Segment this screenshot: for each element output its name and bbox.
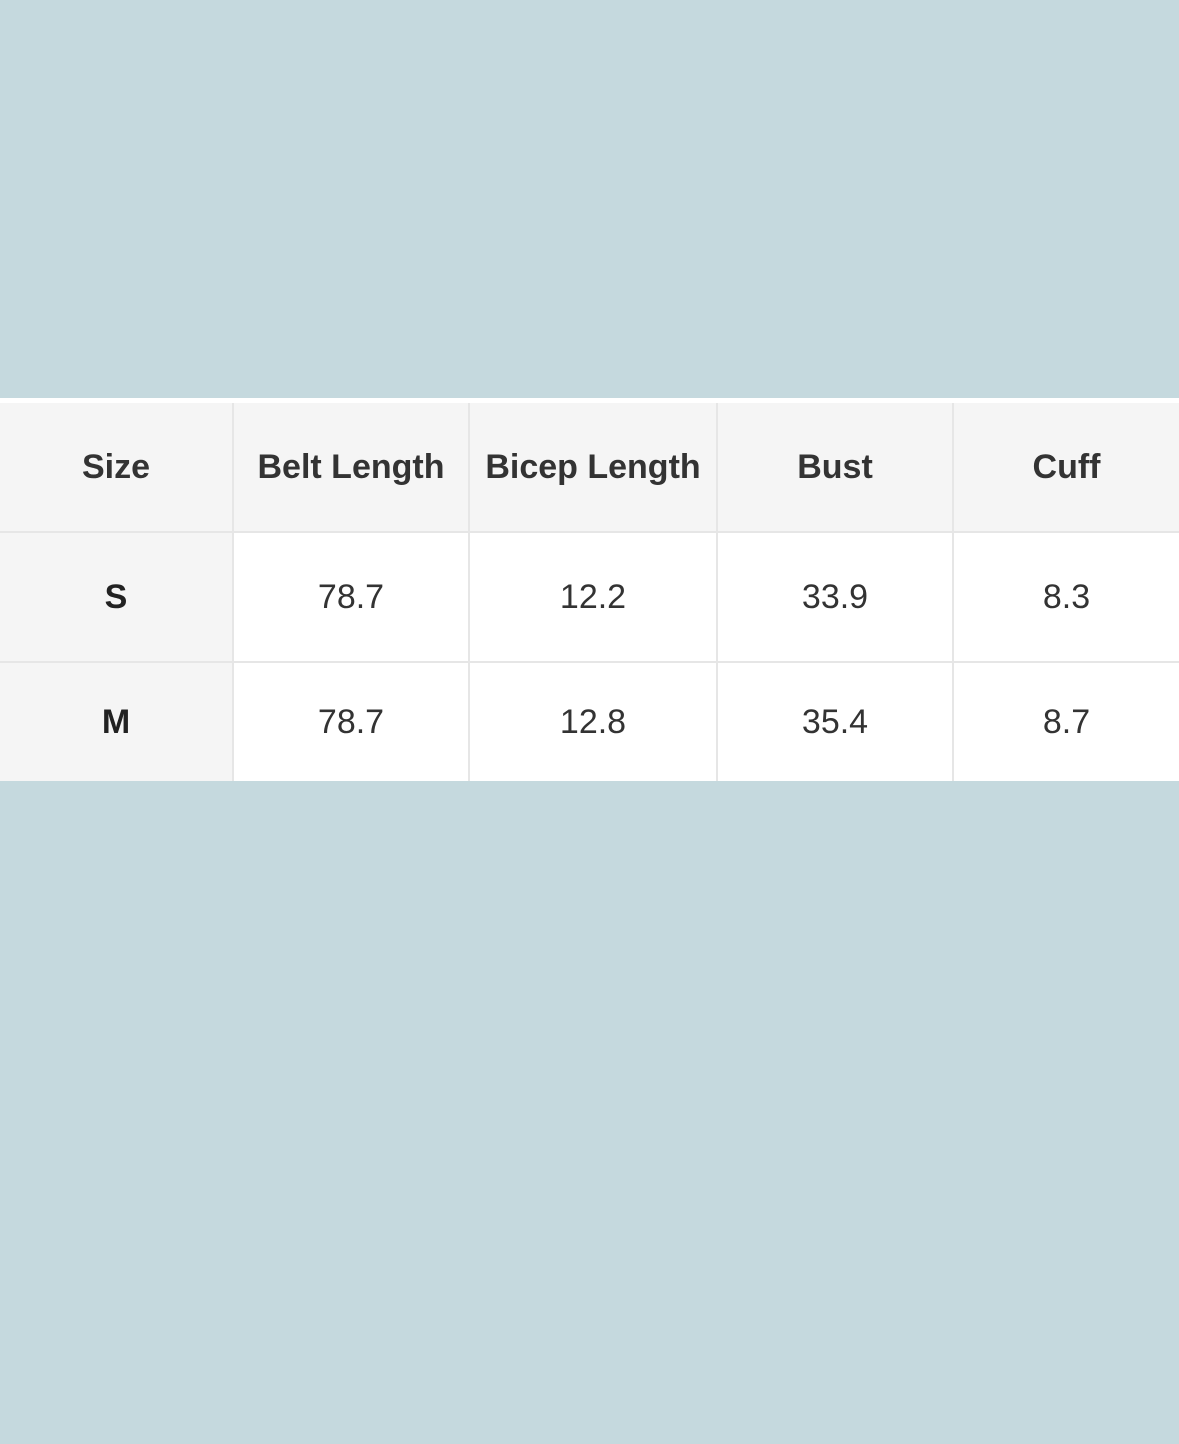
cell-bust: 33.9 bbox=[716, 531, 954, 663]
header-size: Size bbox=[0, 403, 234, 533]
cell-bust: 35.4 bbox=[716, 661, 954, 781]
cell-cuff: 8.7 bbox=[952, 661, 1179, 781]
table-row: S 78.7 12.2 33.9 8.3 bbox=[0, 531, 1179, 663]
cell-belt-length: 78.7 bbox=[232, 661, 470, 781]
header-belt-length: Belt Length bbox=[232, 403, 470, 533]
header-row: Size Belt Length Bicep Length Bust Cuff bbox=[0, 403, 1179, 533]
table-row: M 78.7 12.8 35.4 8.7 bbox=[0, 661, 1179, 781]
cell-belt-length: 78.7 bbox=[232, 531, 470, 663]
cell-bicep-length: 12.8 bbox=[468, 661, 718, 781]
size-chart: Size Belt Length Bicep Length Bust Cuff … bbox=[0, 398, 1179, 781]
header-bust: Bust bbox=[716, 403, 954, 533]
size-table: Size Belt Length Bicep Length Bust Cuff … bbox=[0, 403, 1179, 781]
header-bicep-length: Bicep Length bbox=[468, 403, 718, 533]
cell-size: S bbox=[0, 531, 234, 663]
header-cuff: Cuff bbox=[952, 403, 1179, 533]
cell-bicep-length: 12.2 bbox=[468, 531, 718, 663]
cell-cuff: 8.3 bbox=[952, 531, 1179, 663]
cell-size: M bbox=[0, 661, 234, 781]
